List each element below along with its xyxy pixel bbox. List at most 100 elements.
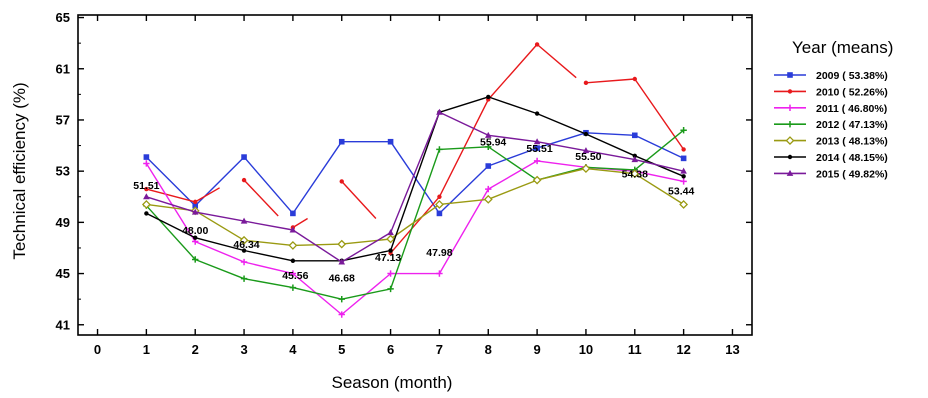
x-tick-label: 2 [192, 342, 199, 357]
x-axis-title: Season (month) [332, 373, 453, 392]
data-label: 55.51 [526, 143, 552, 155]
data-point [387, 229, 394, 236]
data-point [144, 186, 149, 192]
series-line [146, 96, 684, 262]
plot-border [77, 14, 753, 336]
data-point [681, 147, 686, 152]
data-point [484, 131, 492, 138]
legend-label: 2012 ( 47.13%) [816, 119, 888, 131]
legend-marker [787, 154, 793, 160]
y-tick-label: 61 [56, 61, 70, 76]
legend-label: 2015 ( 49.82%) [816, 168, 888, 180]
series-line [243, 179, 279, 217]
legend-entry: 2015 ( 49.82%) [774, 168, 888, 180]
data-label: 48.00 [182, 225, 208, 237]
data-point [631, 132, 638, 139]
legend-marker [787, 72, 793, 78]
series-line [341, 180, 377, 219]
data-point [630, 169, 640, 179]
data-point [436, 108, 443, 115]
y-tick-label: 45 [56, 266, 70, 281]
legend: Year (means) 2009 ( 53.38%) 2010 ( 52.26%… [774, 38, 893, 180]
legend-marker [785, 136, 795, 146]
data-point [533, 138, 541, 145]
x-tick-label: 13 [725, 342, 739, 357]
data-point [680, 167, 687, 174]
data-label: 54.38 [622, 169, 648, 181]
data-point [534, 42, 540, 47]
y-tick-label: 57 [56, 112, 70, 127]
data-point [339, 179, 344, 184]
legend-entry: 2013 ( 48.13%) [774, 136, 888, 148]
data-point [240, 217, 248, 224]
legend-marker [787, 89, 793, 94]
legend-marker [786, 169, 794, 176]
data-point [338, 295, 345, 303]
series-line [146, 111, 684, 263]
legend-title: Year (means) [792, 38, 893, 57]
data-label: 55.50 [575, 151, 601, 163]
y-axis-title: Technical efficiency (%) [10, 82, 29, 259]
x-axis: 0 1 2 3 4 5 6 7 8 9 10 11 12 13 [94, 15, 740, 357]
data-point [485, 185, 492, 193]
data-point [241, 177, 247, 183]
data-point [680, 178, 687, 185]
data-point [632, 76, 637, 82]
data-point [532, 175, 542, 185]
x-tick-label: 0 [94, 342, 101, 357]
x-tick-label: 8 [485, 342, 492, 357]
series-line [292, 217, 308, 229]
series-line [145, 129, 685, 300]
data-label: 46.68 [329, 272, 355, 284]
x-tick-label: 6 [387, 342, 394, 357]
data-point [680, 155, 687, 162]
data-point [583, 131, 589, 137]
data-labels: 51.51 48.00 46.34 45.56 46.68 47.13 47.98 55.94… [133, 137, 694, 285]
data-point [386, 234, 395, 244]
data-point [240, 275, 248, 282]
y-tick-label: 49 [56, 215, 70, 230]
data-point [534, 111, 540, 116]
data-point [435, 200, 444, 209]
data-point [288, 240, 298, 250]
data-point [191, 208, 199, 215]
legend-entry: 2009 ( 53.38%) [774, 70, 888, 82]
data-point [485, 143, 492, 151]
data-point [239, 235, 249, 245]
data-point [289, 270, 297, 277]
data-point [436, 210, 443, 217]
data-point [486, 94, 491, 100]
y-tick-label: 65 [56, 10, 70, 25]
legend-marker [786, 104, 794, 111]
legend-entry: 2010 ( 52.26%) [774, 86, 888, 98]
y-tick-label: 53 [56, 164, 70, 179]
data-point [387, 270, 394, 277]
data-point [388, 248, 393, 253]
x-tick-label: 3 [240, 342, 247, 357]
data-point [289, 284, 297, 291]
series-group [141, 42, 689, 318]
data-point [144, 211, 149, 216]
data-point [582, 147, 590, 154]
data-point [290, 210, 296, 217]
legend-entry: 2011 ( 46.80%) [774, 103, 887, 115]
data-label: 46.34 [233, 239, 259, 251]
data-point [483, 194, 493, 204]
data-point [583, 80, 589, 86]
data-point [241, 248, 247, 253]
legend-label: 2011 ( 46.80%) [816, 103, 887, 115]
series-1 [143, 129, 687, 217]
data-point [192, 202, 199, 209]
x-tick-label: 11 [628, 342, 642, 357]
x-tick-label: 9 [533, 342, 540, 357]
data-label: 47.13 [375, 252, 401, 264]
data-point [193, 199, 198, 205]
data-point [680, 127, 687, 134]
data-point [338, 138, 345, 145]
legend-label: 2014 ( 48.15%) [816, 152, 888, 164]
series-7 [143, 108, 687, 265]
legend-entry: 2012 ( 47.13%) [774, 119, 888, 131]
data-point [581, 164, 591, 174]
